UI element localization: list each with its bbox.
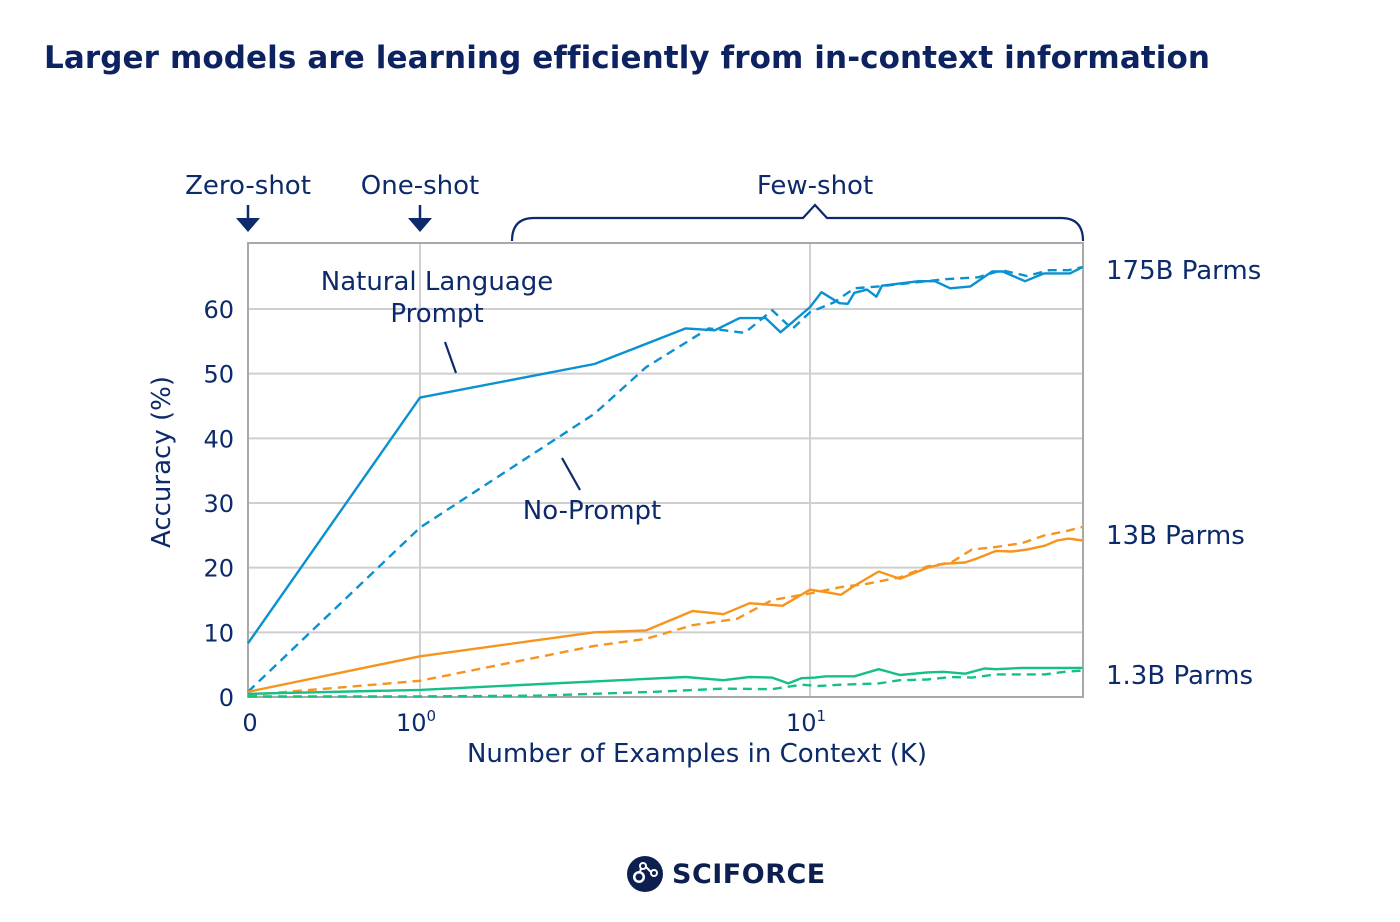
series-lines	[247, 265, 1084, 698]
series-line-175B-prompt	[247, 265, 1084, 644]
series-label-175B: 175B Parms	[1106, 256, 1261, 286]
region-label-zero-shot: Zero-shot	[185, 171, 311, 201]
x-axis-ticks: 0 100 101	[242, 707, 826, 737]
region-label-few-shot: Few-shot	[757, 171, 873, 201]
y-axis-ticks: 0 10 20 30 40 50 60	[203, 296, 234, 712]
annotation-no-prompt: No-Prompt	[523, 496, 662, 526]
series-label-1-3B: 1.3B Parms	[1106, 661, 1253, 691]
y-tick-label: 40	[203, 425, 234, 453]
plot-frame	[247, 242, 1084, 698]
series-line-13B-prompt	[247, 537, 1083, 693]
series-line-1-3B-no-prompt	[248, 669, 1083, 698]
annotation-pointer-line	[443, 341, 458, 374]
series-labels: 175B Parms 13B Parms 1.3B Parms	[1106, 256, 1261, 691]
x-tick-label: 101	[786, 707, 826, 737]
series-line-175B-no-prompt	[247, 265, 1083, 693]
y-tick-label: 0	[219, 684, 234, 712]
x-tick-label: 100	[396, 707, 436, 737]
x-tick-label: 0	[242, 709, 257, 737]
down-arrow-icon	[236, 218, 260, 232]
few-shot-bracket	[510, 203, 1085, 242]
annotation-natural-language-prompt: Natural Language	[321, 267, 553, 297]
y-tick-label: 60	[203, 296, 234, 324]
y-axis-label: Accuracy (%)	[147, 376, 177, 548]
down-arrow-icon	[408, 218, 432, 232]
shot-regions: Zero-shot One-shot Few-shot	[185, 171, 1085, 242]
plot-border	[247, 242, 1084, 698]
region-label-one-shot: One-shot	[361, 171, 479, 201]
y-tick-label: 20	[203, 555, 234, 583]
grid-lines	[248, 243, 1083, 697]
series-line-13B-no-prompt	[247, 525, 1083, 697]
molecule-circle-icon	[627, 856, 663, 892]
brand-logo: SCIFORCE	[626, 855, 826, 893]
y-tick-label: 10	[203, 619, 234, 647]
x-axis-label: Number of Examples in Context (K)	[467, 739, 927, 769]
chart-title: Larger models are learning efficiently f…	[44, 40, 1211, 76]
y-tick-label: 50	[203, 361, 234, 389]
y-tick-label: 30	[203, 490, 234, 518]
brand-name: SCIFORCE	[672, 858, 826, 890]
series-label-13B: 13B Parms	[1106, 521, 1245, 551]
series-line-1-3B-prompt	[247, 666, 1083, 695]
annotation-pointer-line	[561, 457, 581, 491]
annotation-natural-language-prompt: Prompt	[390, 299, 483, 329]
